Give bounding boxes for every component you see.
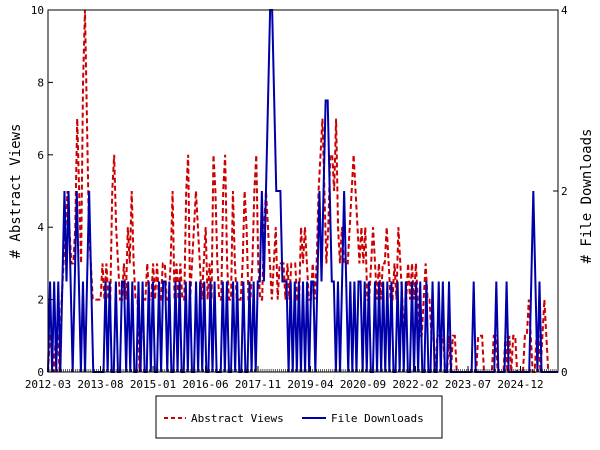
series-line-file-downloads xyxy=(47,9,558,373)
x-tick-label: 2015-01 xyxy=(130,378,176,391)
y-axis-left-title: # Abstract Views xyxy=(8,124,24,259)
series-line-abstract-views xyxy=(47,9,558,373)
x-tick-label: 2013-08 xyxy=(77,378,123,391)
x-tick-label: 2017-11 xyxy=(235,378,281,391)
y-left-tick-label: 10 xyxy=(31,4,44,17)
series-layer xyxy=(47,9,558,373)
axes-layer: 0 2 4 6 8 10 0 2 4 2012-03 2013-08 2015-01 2016-06 20… xyxy=(25,4,568,391)
y-left-tick-label: 6 xyxy=(37,149,44,162)
x-tick-label: 2016-06 xyxy=(182,378,228,391)
y-left-tick-label: 2 xyxy=(37,294,44,307)
x-tick-label: 2020-09 xyxy=(340,378,386,391)
y-left-tick-label: 8 xyxy=(37,76,44,89)
y-right-tick-label: 0 xyxy=(561,366,568,379)
legend-box xyxy=(155,395,443,439)
x-tick-label: 2024-12 xyxy=(497,378,543,391)
legend: Abstract Views File Downloads xyxy=(155,395,443,439)
legend-label-file-downloads: File Downloads xyxy=(331,412,424,425)
y-right-tick-label: 4 xyxy=(561,4,568,17)
y-right-tick-label: 2 xyxy=(561,185,568,198)
x-tick-label: 2019-04 xyxy=(287,378,334,391)
y-left-tick-label: 0 xyxy=(37,366,44,379)
y-left-tick-label: 4 xyxy=(37,221,44,234)
legend-label-abstract-views: Abstract Views xyxy=(191,412,284,425)
x-tick-label: 2022-02 xyxy=(392,378,438,391)
y-axis-right-title: # File Downloads xyxy=(579,129,595,264)
x-tick-label: 2012-03 xyxy=(25,378,71,391)
x-tick-label: 2023-07 xyxy=(445,378,491,391)
